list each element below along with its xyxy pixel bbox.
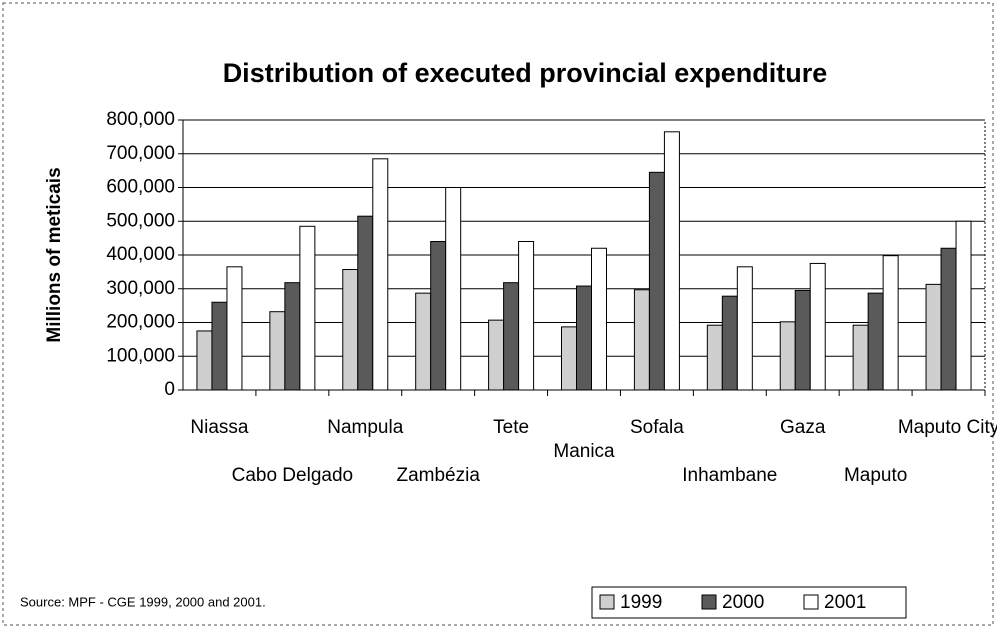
bar <box>372 158 389 391</box>
legend-swatch <box>701 594 717 610</box>
x-tick-label: Maputo City <box>898 417 997 438</box>
legend-swatch <box>599 594 615 610</box>
bar <box>940 247 957 391</box>
y-tick-label: 100,000 <box>106 345 175 366</box>
bar <box>211 301 228 391</box>
legend-swatch <box>803 594 819 610</box>
x-tick-label: Maputo <box>844 465 907 486</box>
bar <box>503 282 520 391</box>
y-tick-label: 800,000 <box>106 109 175 130</box>
bar <box>779 321 796 391</box>
y-tick-label: 700,000 <box>106 143 175 164</box>
bar <box>852 324 869 391</box>
bar <box>445 187 462 391</box>
bar <box>736 266 753 391</box>
bar <box>342 269 359 391</box>
bar <box>648 171 665 391</box>
x-tick-label: Tete <box>493 417 529 438</box>
source-note: Source: MPF - CGE 1999, 2000 and 2001. <box>20 594 266 609</box>
x-tick-label: Sofala <box>630 417 684 438</box>
bar <box>357 215 374 391</box>
bar <box>269 311 286 391</box>
y-tick-label: 600,000 <box>106 177 175 198</box>
bar <box>299 225 316 391</box>
x-tick-label: Nampula <box>327 417 403 438</box>
y-tick-label: 500,000 <box>106 210 175 231</box>
bar <box>794 289 811 391</box>
bar <box>925 283 942 391</box>
legend-label: 2000 <box>722 592 764 613</box>
x-tick-label: Inhambane <box>682 465 777 486</box>
bar <box>867 292 884 391</box>
legend-box <box>591 586 907 619</box>
y-tick-label: 300,000 <box>106 278 175 299</box>
bar <box>706 324 723 391</box>
bar <box>576 285 592 391</box>
bar <box>518 241 535 391</box>
bar <box>196 330 213 391</box>
y-axis-label: Millions of meticais <box>44 167 65 342</box>
bar <box>284 282 301 391</box>
legend-label: 2001 <box>824 592 866 613</box>
x-tick-label: Manica <box>553 441 615 462</box>
bar <box>809 262 826 391</box>
chart-title: Distribution of executed provincial expe… <box>223 58 828 88</box>
bar <box>226 266 243 391</box>
legend-label: 1999 <box>620 592 662 613</box>
bar <box>561 326 577 391</box>
bar <box>633 289 650 391</box>
bar <box>955 220 972 391</box>
x-tick-label: Gaza <box>780 417 826 438</box>
x-tick-label: Niassa <box>190 417 249 438</box>
bar <box>721 295 738 391</box>
bar <box>882 255 899 391</box>
y-tick-label: 400,000 <box>106 244 175 265</box>
bar <box>488 319 505 391</box>
y-tick-label: 200,000 <box>106 312 175 333</box>
bar <box>430 241 447 391</box>
y-tick-label: 0 <box>164 379 175 400</box>
x-tick-label: Zambézia <box>396 465 480 486</box>
x-tick-label: Cabo Delgado <box>232 465 353 486</box>
bar <box>663 131 680 391</box>
bar <box>591 247 607 391</box>
bar <box>415 292 432 391</box>
